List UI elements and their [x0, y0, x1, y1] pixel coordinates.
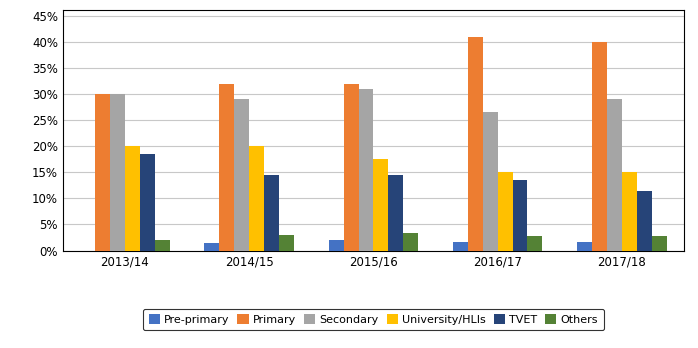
Bar [373, 159, 388, 251]
Bar [264, 175, 279, 251]
Bar [249, 146, 264, 251]
Bar [512, 180, 528, 251]
Bar [483, 112, 498, 251]
Bar [388, 175, 403, 251]
Bar [343, 84, 359, 251]
Bar [219, 84, 235, 251]
Bar [577, 242, 592, 251]
Bar [359, 89, 373, 251]
Bar [528, 236, 542, 251]
Bar [95, 94, 110, 251]
Legend: Pre-primary, Primary, Secondary, University/HLIs, TVET, Others: Pre-primary, Primary, Secondary, Univers… [143, 309, 604, 331]
Bar [468, 37, 483, 251]
Bar [498, 172, 512, 251]
Bar [205, 243, 219, 251]
Bar [622, 172, 637, 251]
Bar [235, 99, 249, 251]
Bar [403, 233, 418, 251]
Bar [592, 42, 607, 251]
Bar [110, 94, 125, 251]
Bar [155, 240, 170, 251]
Bar [279, 235, 294, 251]
Bar [140, 154, 155, 251]
Bar [652, 236, 667, 251]
Bar [125, 146, 140, 251]
Bar [637, 190, 652, 251]
Bar [329, 240, 343, 251]
Bar [453, 242, 468, 251]
Bar [607, 99, 622, 251]
